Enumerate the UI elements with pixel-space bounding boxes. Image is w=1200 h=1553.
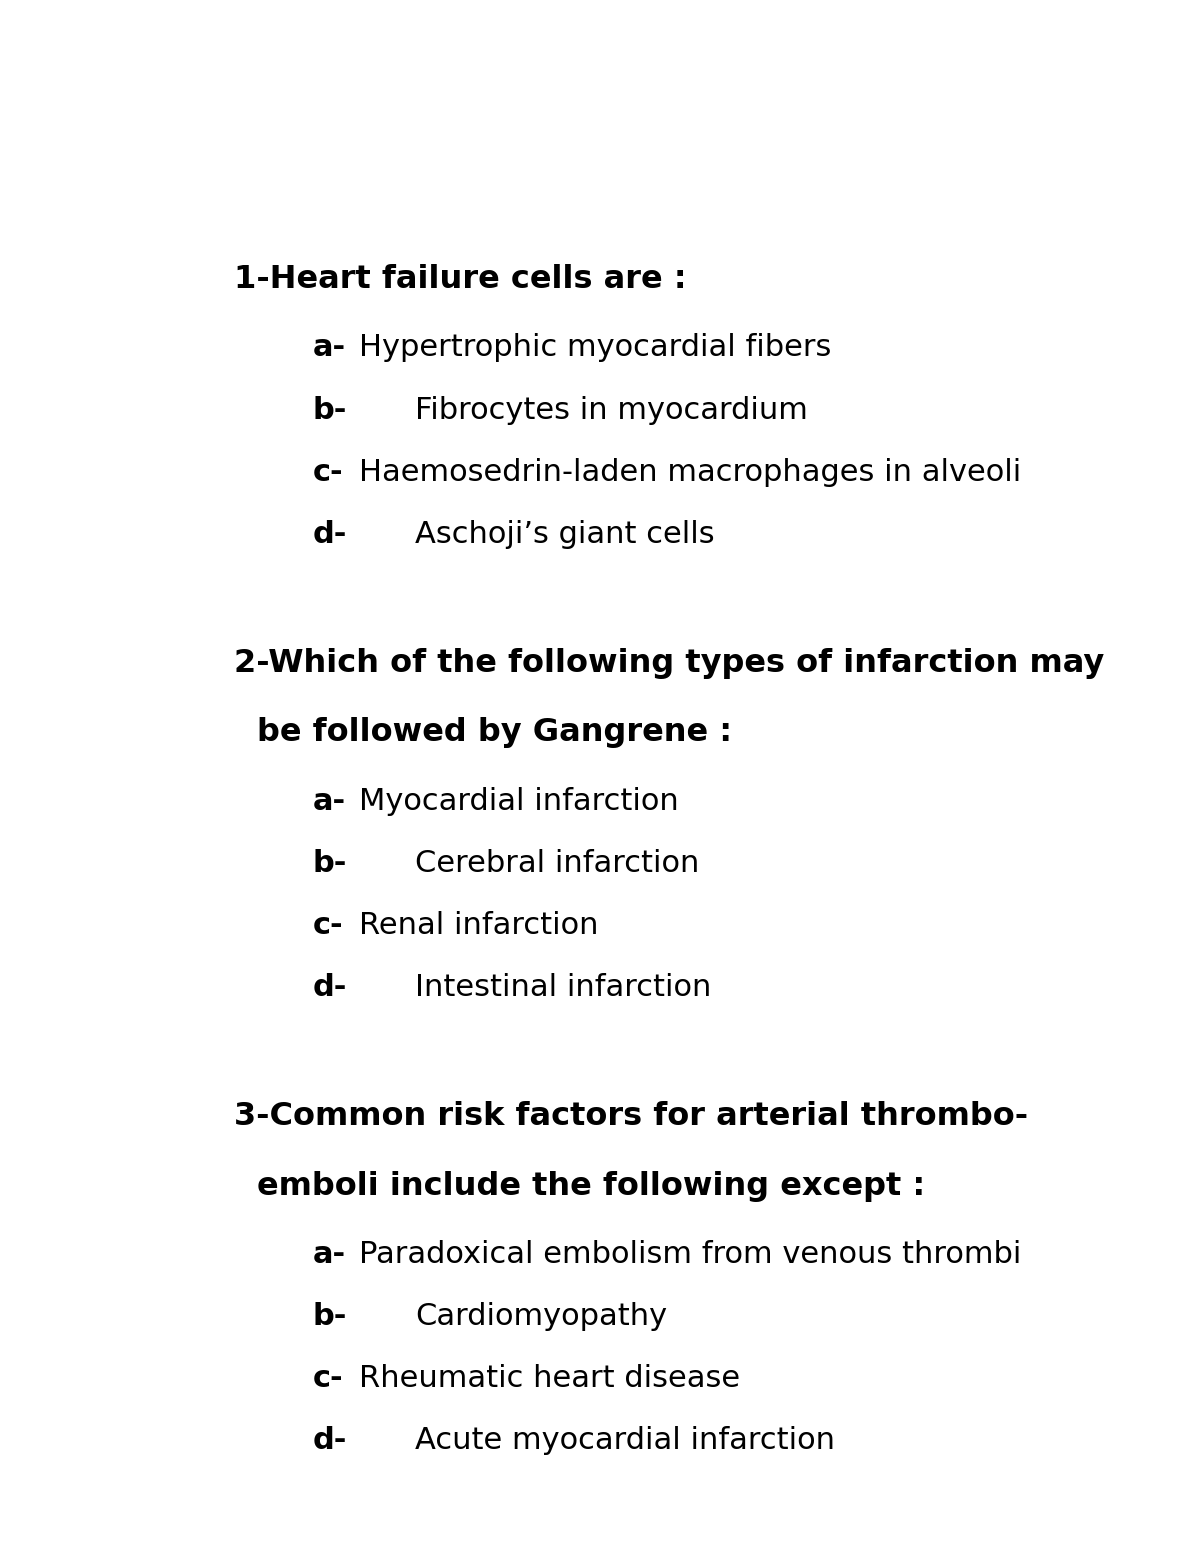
Text: a-: a-: [313, 1239, 346, 1269]
Text: Intestinal infarction: Intestinal infarction: [415, 974, 712, 1002]
Text: d-: d-: [313, 1426, 347, 1455]
Text: Aschoji’s giant cells: Aschoji’s giant cells: [415, 520, 715, 550]
Text: b-: b-: [313, 1301, 347, 1331]
Text: d-: d-: [313, 520, 347, 550]
Text: 3-Common risk factors for arterial thrombo-: 3-Common risk factors for arterial throm…: [234, 1101, 1028, 1132]
Text: Hypertrophic myocardial fibers: Hypertrophic myocardial fibers: [359, 334, 832, 362]
Text: b-: b-: [313, 396, 347, 424]
Text: emboli include the following except :: emboli include the following except :: [257, 1171, 925, 1202]
Text: 1-Heart failure cells are :: 1-Heart failure cells are :: [234, 264, 686, 295]
Text: c-: c-: [313, 1364, 343, 1393]
Text: 2-Which of the following types of infarction may: 2-Which of the following types of infarc…: [234, 648, 1104, 679]
Text: Haemosedrin-laden macrophages in alveoli: Haemosedrin-laden macrophages in alveoli: [359, 458, 1021, 486]
Text: c-: c-: [313, 458, 343, 486]
Text: Fibrocytes in myocardium: Fibrocytes in myocardium: [415, 396, 808, 424]
Text: Cerebral infarction: Cerebral infarction: [415, 849, 700, 877]
Text: Rheumatic heart disease: Rheumatic heart disease: [359, 1364, 740, 1393]
Text: Renal infarction: Renal infarction: [359, 912, 599, 940]
Text: Acute myocardial infarction: Acute myocardial infarction: [415, 1426, 835, 1455]
Text: d-: d-: [313, 974, 347, 1002]
Text: c-: c-: [313, 912, 343, 940]
Text: b-: b-: [313, 849, 347, 877]
Text: a-: a-: [313, 787, 346, 815]
Text: Myocardial infarction: Myocardial infarction: [359, 787, 679, 815]
Text: a-: a-: [313, 334, 346, 362]
Text: Cardiomyopathy: Cardiomyopathy: [415, 1301, 667, 1331]
Text: be followed by Gangrene :: be followed by Gangrene :: [257, 717, 732, 749]
Text: Paradoxical embolism from venous thrombi: Paradoxical embolism from venous thrombi: [359, 1239, 1021, 1269]
